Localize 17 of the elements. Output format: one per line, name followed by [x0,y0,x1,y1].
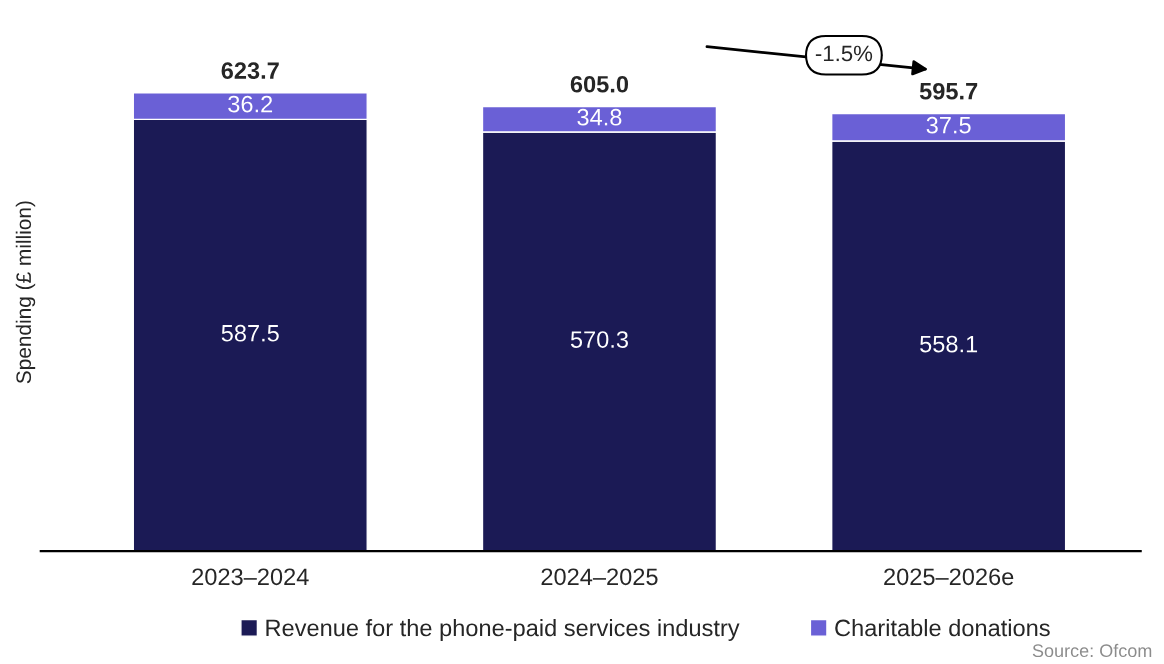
text: -1.5% [815,45,873,62]
data-label: 570.3 [570,331,628,348]
data-label: 34.8 [577,108,622,126]
x-tick-label: 2025–2026e [884,568,1014,586]
total-label: 595.7 [919,82,978,100]
data-label: 37.5 [926,116,971,134]
legend-label: Charitable donations [835,618,1050,637]
total-label: 605.0 [570,75,629,93]
source-note: Source: Ofcom [1032,643,1152,658]
x-tick-label: 2023–2024 [192,568,309,586]
x-tick-label: 2024–2025 [541,568,658,586]
data-label: 587.5 [221,324,279,342]
data-label: 558.1 [920,335,978,353]
total-label: 623.7 [221,62,279,79]
data-label: 36.2 [228,95,273,113]
legend-label: Revenue for the phone-paid services industry [266,618,740,641]
y-axis-title: Spending (£ million) [15,201,36,384]
